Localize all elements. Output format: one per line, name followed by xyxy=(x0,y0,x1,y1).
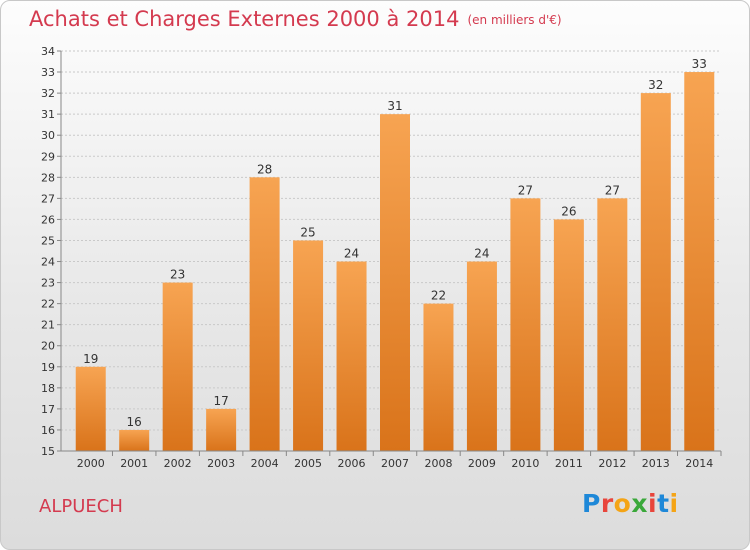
place-name: ALPUECH xyxy=(39,496,123,517)
y-tick-label: 22 xyxy=(41,298,55,311)
bar-value-label: 24 xyxy=(474,247,489,261)
bar-value-label: 28 xyxy=(257,162,272,176)
x-tick-label: 2002 xyxy=(164,457,192,470)
bar xyxy=(119,429,150,451)
y-tick-label: 29 xyxy=(41,150,55,163)
bar-value-label: 31 xyxy=(387,99,402,113)
y-tick-label: 21 xyxy=(41,319,55,332)
y-tick-label: 17 xyxy=(41,403,55,416)
bar-value-label: 27 xyxy=(605,183,620,197)
x-tick-label: 2009 xyxy=(468,457,496,470)
logo-letter: i xyxy=(669,489,679,518)
bar xyxy=(640,93,671,452)
y-tick-label: 33 xyxy=(41,66,55,79)
y-tick-label: 26 xyxy=(41,213,55,226)
y-tick-label: 16 xyxy=(41,424,55,437)
logo-letter: x xyxy=(631,489,648,518)
y-tick-label: 27 xyxy=(41,192,55,205)
bar xyxy=(293,240,324,451)
chart-subtitle: (en milliers d'€) xyxy=(467,13,562,27)
y-tick-label: 19 xyxy=(41,361,55,374)
x-tick-label: 2008 xyxy=(424,457,452,470)
bars xyxy=(75,72,715,452)
x-tick-label: 2010 xyxy=(511,457,539,470)
bar-value-label: 25 xyxy=(300,225,315,239)
x-tick-label: 2011 xyxy=(555,457,583,470)
bar xyxy=(553,219,584,451)
y-tick-label: 34 xyxy=(41,45,55,58)
chart-title-text: Achats et Charges Externes 2000 à 2014 xyxy=(29,7,460,31)
logo-letter: P xyxy=(582,489,601,518)
y-tick-label: 23 xyxy=(41,277,55,290)
x-tick-label: 2013 xyxy=(642,457,670,470)
bar xyxy=(466,261,497,451)
y-tick-label: 25 xyxy=(41,234,55,247)
bar-value-label: 17 xyxy=(213,394,228,408)
bar-value-label: 22 xyxy=(431,289,446,303)
bar xyxy=(684,72,715,451)
y-tick-label: 32 xyxy=(41,87,55,100)
x-tick-label: 2007 xyxy=(381,457,409,470)
bar xyxy=(249,177,280,451)
x-tick-label: 2012 xyxy=(598,457,626,470)
y-tick-label: 20 xyxy=(41,340,55,353)
x-tick-label: 2005 xyxy=(294,457,322,470)
bar-value-label: 24 xyxy=(344,247,359,261)
axes xyxy=(57,50,722,456)
y-tick-label: 15 xyxy=(41,445,55,458)
chart-title: Achats et Charges Externes 2000 à 2014 (e… xyxy=(29,7,562,31)
bar-value-label: 26 xyxy=(561,204,576,218)
bar xyxy=(510,198,541,451)
y-tick-label: 24 xyxy=(41,256,55,269)
bar xyxy=(336,261,367,451)
x-tick-label: 2004 xyxy=(251,457,279,470)
logo-letter: t xyxy=(657,489,670,518)
x-tick-label: 2001 xyxy=(120,457,148,470)
bar xyxy=(380,114,410,451)
bar-value-label: 16 xyxy=(127,415,142,429)
x-tick-label: 2006 xyxy=(338,457,366,470)
bar-value-label: 23 xyxy=(170,268,185,282)
logo-letter: i xyxy=(648,489,658,518)
x-tick-label: 2003 xyxy=(207,457,235,470)
proxiti-logo: Proxiti xyxy=(582,489,679,518)
bar xyxy=(162,282,193,451)
bar-value-label: 33 xyxy=(692,57,707,71)
y-tick-label: 30 xyxy=(41,129,55,142)
bar xyxy=(206,408,237,451)
bar xyxy=(423,303,454,451)
y-tick-label: 31 xyxy=(41,108,55,121)
y-tick-label: 28 xyxy=(41,171,55,184)
bar xyxy=(75,366,106,451)
x-tick-label: 2000 xyxy=(77,457,105,470)
x-tick-label: 2014 xyxy=(685,457,713,470)
bar-value-label: 27 xyxy=(518,183,533,197)
bar xyxy=(597,198,628,451)
bar-value-label: 32 xyxy=(648,78,663,92)
labels: 15 16 17 18 19 20 21 22 23 24 25 26 27 28 29 30 31 32 33 34… xyxy=(41,45,713,470)
y-tick-label: 18 xyxy=(41,382,55,395)
logo-letter: r xyxy=(600,489,614,518)
bar-value-label: 19 xyxy=(83,352,98,366)
logo-letter: o xyxy=(613,489,632,518)
